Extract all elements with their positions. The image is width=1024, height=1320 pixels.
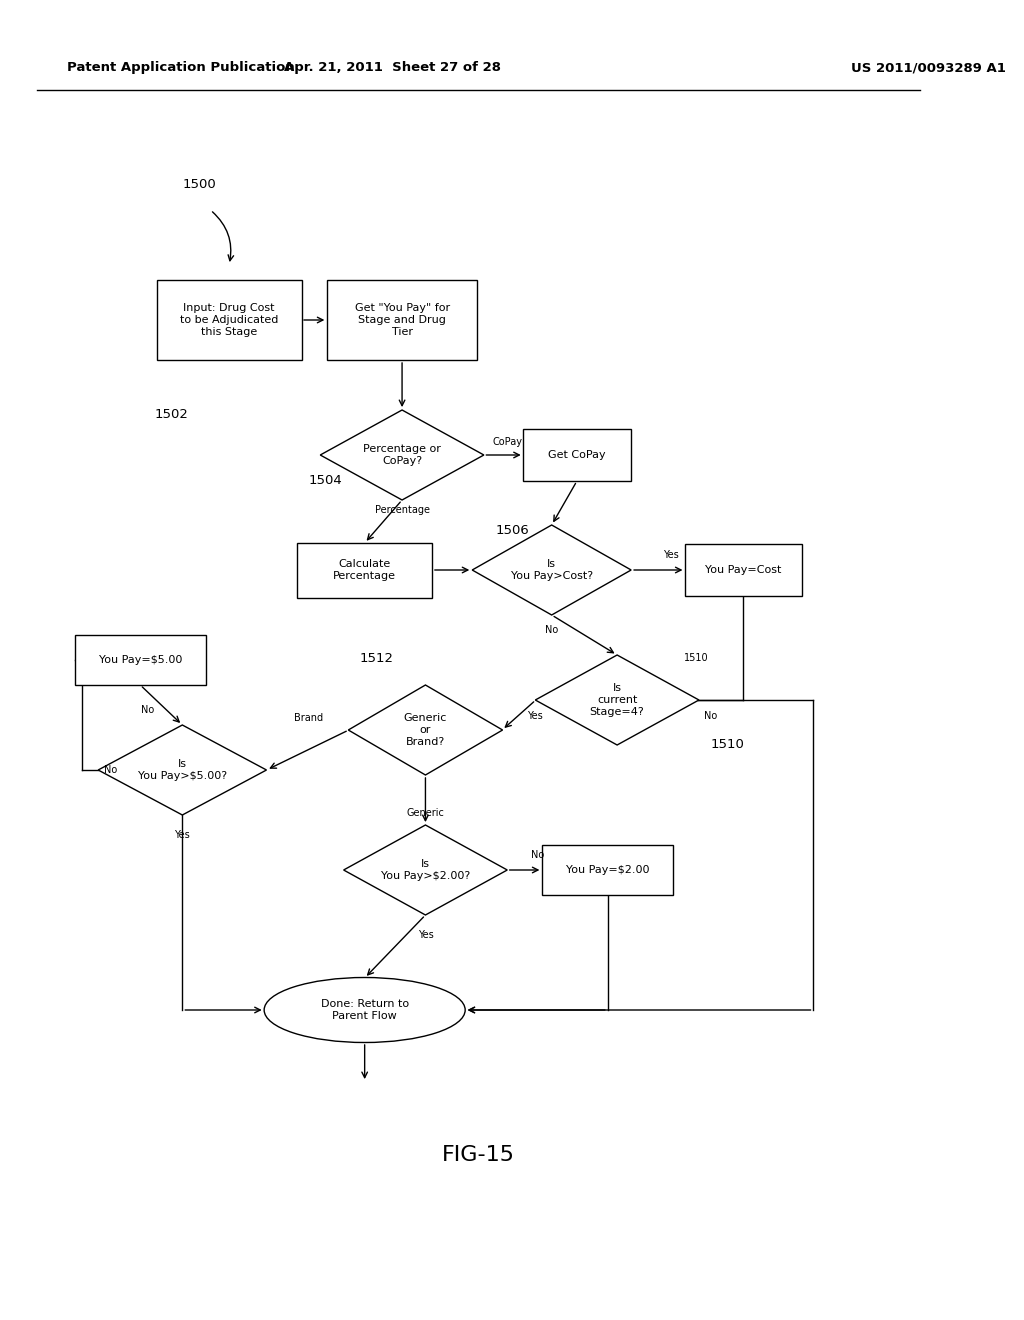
Polygon shape (321, 411, 484, 500)
Text: Patent Application Publication: Patent Application Publication (68, 62, 295, 74)
Text: Yes: Yes (174, 830, 190, 840)
Text: US 2011/0093289 A1: US 2011/0093289 A1 (851, 62, 1006, 74)
Text: Done: Return to
Parent Flow: Done: Return to Parent Flow (321, 999, 409, 1020)
Text: CoPay: CoPay (493, 437, 522, 447)
Text: Apr. 21, 2011  Sheet 27 of 28: Apr. 21, 2011 Sheet 27 of 28 (285, 62, 501, 74)
Text: Generic
or
Brand?: Generic or Brand? (403, 713, 447, 747)
Polygon shape (536, 655, 699, 744)
Text: Percentage: Percentage (375, 506, 429, 515)
Text: You Pay=$2.00: You Pay=$2.00 (566, 865, 649, 875)
Text: 1502: 1502 (155, 408, 188, 421)
Text: 1510: 1510 (684, 653, 709, 663)
Text: No: No (531, 850, 545, 861)
Text: 1512: 1512 (360, 652, 394, 664)
Polygon shape (98, 725, 266, 814)
Text: No: No (705, 711, 717, 721)
FancyBboxPatch shape (543, 845, 673, 895)
FancyBboxPatch shape (328, 280, 477, 360)
Text: Yes: Yes (527, 711, 543, 721)
Polygon shape (344, 825, 507, 915)
Text: Generic: Generic (407, 808, 444, 818)
Polygon shape (348, 685, 503, 775)
Text: Is
current
Stage=4?: Is current Stage=4? (590, 684, 644, 717)
Text: Is
You Pay>$2.00?: Is You Pay>$2.00? (381, 859, 470, 880)
Text: Get "You Pay" for
Stage and Drug
Tier: Get "You Pay" for Stage and Drug Tier (354, 304, 450, 337)
Text: No: No (103, 766, 117, 775)
FancyBboxPatch shape (685, 544, 802, 597)
Text: Brand: Brand (294, 713, 324, 723)
Text: Yes: Yes (664, 550, 679, 560)
Text: No: No (141, 705, 155, 715)
Text: Calculate
Percentage: Calculate Percentage (333, 560, 396, 581)
Text: 1504: 1504 (308, 474, 342, 487)
Text: FIG-15: FIG-15 (442, 1144, 515, 1166)
Text: 1510: 1510 (711, 738, 744, 751)
Text: Input: Drug Cost
to be Adjudicated
this Stage: Input: Drug Cost to be Adjudicated this … (180, 304, 279, 337)
Text: You Pay=$5.00: You Pay=$5.00 (98, 655, 182, 665)
Text: 1500: 1500 (182, 178, 216, 191)
Text: Is
You Pay>$5.00?: Is You Pay>$5.00? (138, 759, 227, 781)
FancyBboxPatch shape (157, 280, 301, 360)
Polygon shape (472, 525, 631, 615)
Ellipse shape (264, 978, 465, 1043)
Text: Is
You Pay>Cost?: Is You Pay>Cost? (511, 560, 593, 581)
Text: You Pay=Cost: You Pay=Cost (706, 565, 781, 576)
Text: Percentage or
CoPay?: Percentage or CoPay? (364, 445, 441, 466)
Text: Get CoPay: Get CoPay (548, 450, 606, 459)
Text: 1506: 1506 (496, 524, 529, 536)
FancyBboxPatch shape (523, 429, 631, 480)
FancyBboxPatch shape (297, 543, 432, 598)
Text: No: No (545, 624, 558, 635)
Text: Yes: Yes (418, 931, 433, 940)
FancyBboxPatch shape (75, 635, 206, 685)
